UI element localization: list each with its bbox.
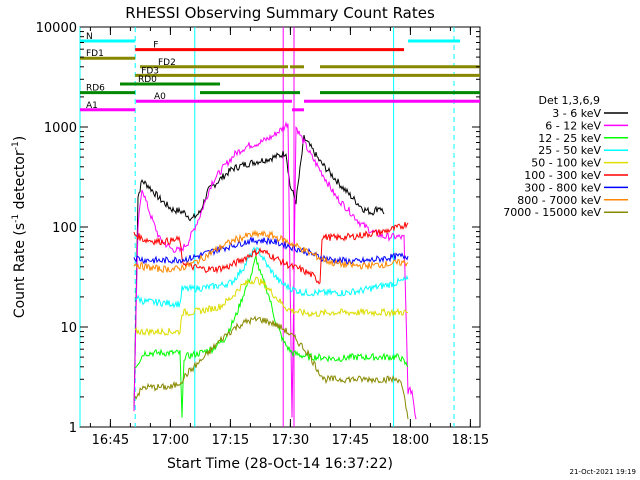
flag-label: F [153, 41, 158, 51]
flag-label: RD6 [86, 84, 105, 94]
series-line [133, 235, 409, 266]
flag-label: N [86, 32, 93, 42]
plot-frame [79, 26, 481, 428]
x-tick-label: 17:15 [212, 433, 249, 448]
y-axis-label-sup: -1 [11, 214, 21, 223]
legend-title: Det 1,3,6,9 [538, 94, 600, 107]
x-tick-label: 18:15 [452, 433, 489, 448]
series-line [134, 276, 409, 337]
chart-title: RHESSI Observing Summary Count Rates [125, 4, 435, 22]
y-tick-label: 1 [69, 421, 77, 436]
x-tick-label: 17:45 [332, 433, 369, 448]
series-line [134, 246, 409, 309]
y-tick-label: 10 [60, 321, 77, 336]
flag-label: A0 [154, 92, 166, 102]
legend-entry-label: 12 - 25 keV [538, 132, 601, 145]
legend-entry-label: 6 - 12 keV [545, 119, 601, 132]
x-tick-label: 16:45 [92, 433, 129, 448]
flag-label: RD0 [138, 75, 157, 85]
legend-entry-label: 3 - 6 keV [552, 107, 601, 120]
flag-label: A1 [86, 101, 98, 111]
legend-entry-label: 100 - 300 keV [524, 169, 601, 182]
y-axis-label-part: ) [12, 136, 28, 141]
flag-label: FD2 [158, 58, 176, 68]
flag-label: FD1 [86, 49, 104, 59]
series-line [134, 255, 409, 418]
x-tick-label: 17:00 [152, 433, 189, 448]
series-line [133, 222, 409, 285]
y-axis-label-sup: -1 [11, 141, 21, 150]
x-axis-label: Start Time (28-Oct-14 16:37:22) [167, 456, 393, 472]
legend-entry-label: 800 - 7000 keV [517, 194, 601, 207]
legend-entry-label: 300 - 800 keV [524, 181, 601, 194]
flag-label: FD3 [141, 66, 159, 76]
y-axis-label-part: Count Rate (s [12, 223, 28, 318]
timestamp: 21-Oct-2021 19:19 [570, 468, 636, 476]
y-axis-label: Count Rate (s-1 detector-1) [11, 136, 28, 318]
y-axis-label-part: detector [12, 150, 28, 214]
x-tick-label: 17:30 [272, 433, 309, 448]
y-tick-label: 10000 [36, 21, 77, 36]
y-tick-label: 100 [52, 221, 77, 236]
series-line [133, 121, 417, 420]
x-tick-label: 18:00 [392, 433, 429, 448]
y-tick-label: 1000 [44, 121, 77, 136]
series-line [133, 229, 409, 274]
legend-entry-label: 25 - 50 keV [538, 144, 601, 157]
series-line [133, 134, 385, 410]
legend-entry-label: 7000 - 15000 keV [503, 206, 601, 219]
series-line [134, 315, 409, 420]
legend-entry-label: 50 - 100 keV [531, 157, 601, 170]
